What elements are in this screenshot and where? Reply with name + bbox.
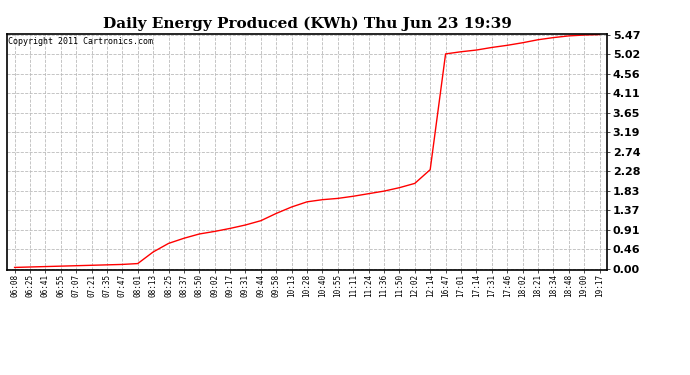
- Title: Daily Energy Produced (KWh) Thu Jun 23 19:39: Daily Energy Produced (KWh) Thu Jun 23 1…: [103, 17, 511, 31]
- Text: Copyright 2011 Cartronics.com: Copyright 2011 Cartronics.com: [8, 37, 153, 46]
